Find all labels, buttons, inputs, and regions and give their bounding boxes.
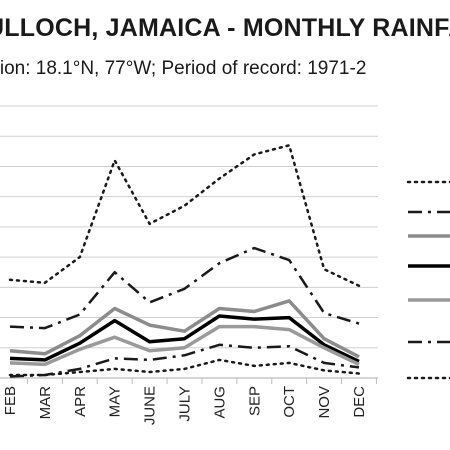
x-tick-label: OCT	[281, 386, 298, 418]
x-tick-label: AUG	[211, 386, 228, 419]
chart-title: ULLOCH, JAMAICA - MONTHLY RAINFA	[0, 14, 450, 42]
series-line-1	[8, 144, 361, 288]
series-line-3	[9, 299, 360, 359]
x-tick-label: MAR	[37, 386, 54, 420]
x-tick-label: SEP	[246, 386, 263, 416]
x-tick-label: DEC	[351, 386, 368, 418]
x-tick-label: APR	[72, 386, 89, 417]
x-tick-label: JUNE	[142, 386, 159, 425]
chart-subtitle: ation: 18.1°N, 77°W; Period of record: 1…	[0, 58, 367, 79]
series-line-4	[9, 314, 360, 363]
series-line-2	[9, 246, 360, 330]
series-line-5	[9, 324, 360, 367]
x-tick-label: JULY	[177, 386, 194, 422]
series-line-7	[8, 358, 361, 377]
x-tick-label: MAY	[107, 386, 124, 417]
x-tick-label: NOV	[316, 386, 333, 419]
x-tick-label: FEB	[2, 386, 19, 415]
series-line-6	[9, 343, 360, 378]
